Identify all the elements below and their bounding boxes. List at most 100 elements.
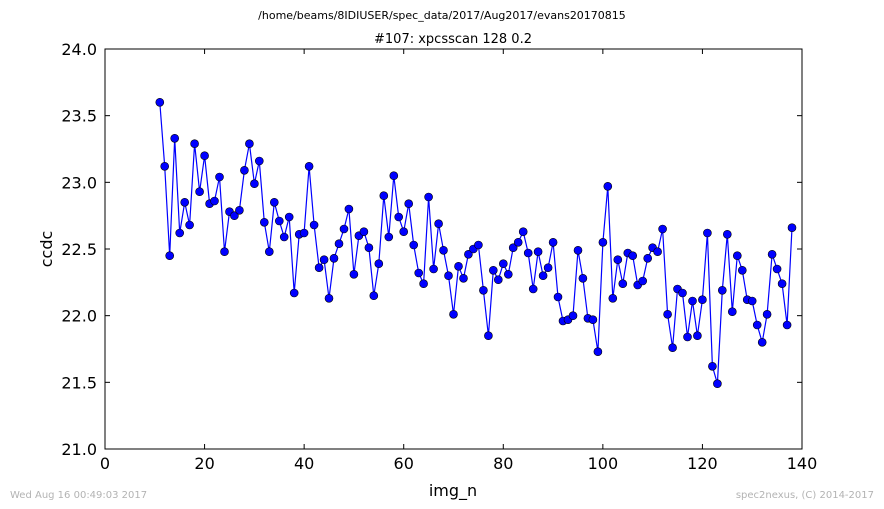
data-point [653, 247, 662, 256]
data-point [155, 98, 165, 107]
data-point [698, 295, 707, 305]
data-point [359, 227, 369, 236]
data-point [334, 239, 344, 248]
x-tick-label: 60 [394, 454, 414, 473]
data-point [757, 337, 767, 347]
data-point [339, 224, 349, 234]
data-point [369, 291, 379, 301]
data-point [722, 230, 732, 239]
file-path-title: /home/beams/8IDIUSER/spec_data/2017/Aug2… [258, 9, 626, 22]
y-axis-title: ccdc [37, 231, 56, 268]
data-point [767, 250, 777, 259]
chart-title: #107: xpcsscan 128 0.2 [374, 32, 532, 47]
data-point [493, 275, 503, 285]
data-point [538, 271, 548, 281]
data-point [717, 285, 727, 295]
timestamp-footer: Wed Aug 16 00:49:03 2017 [10, 490, 148, 501]
data-point [439, 246, 448, 255]
data-point [269, 198, 279, 207]
data-point [284, 212, 294, 222]
data-point [200, 151, 209, 160]
y-tick-label: 24.0 [61, 40, 97, 59]
data-point [782, 320, 792, 330]
data-point [374, 259, 384, 269]
data-point [379, 191, 389, 200]
data-point [588, 315, 598, 325]
data-point [324, 293, 334, 303]
y-tick-label: 23.5 [61, 107, 97, 126]
data-point [180, 198, 189, 207]
data-point [543, 263, 553, 273]
data-point [513, 238, 523, 247]
data-point [658, 224, 667, 234]
data-point [314, 263, 324, 273]
data-point [732, 251, 742, 260]
data-point [384, 232, 394, 242]
y-tick-label: 23.0 [61, 173, 97, 192]
data-point [215, 172, 224, 182]
data-point [752, 320, 762, 330]
data-point [245, 139, 254, 148]
data-point [319, 255, 329, 265]
data-point [683, 332, 692, 342]
data-point [474, 240, 483, 250]
plot-frame [104, 48, 803, 450]
x-tick-label: 20 [194, 454, 214, 473]
data-point [424, 192, 433, 202]
data-point [628, 251, 638, 260]
data-point [230, 211, 239, 220]
data-point [737, 265, 747, 275]
data-point [608, 293, 618, 303]
data-point [389, 171, 399, 180]
data-point [454, 261, 463, 271]
data-point [299, 228, 309, 238]
data-point [190, 139, 199, 148]
x-tick-label: 100 [588, 454, 619, 473]
data-point [638, 276, 648, 286]
data-point [170, 134, 179, 143]
data-point [618, 279, 628, 289]
data-point [713, 379, 722, 389]
x-tick-label: 80 [493, 454, 513, 473]
data-point [344, 204, 354, 214]
data-point [240, 166, 249, 175]
data-point [762, 309, 772, 319]
data-point [394, 212, 404, 222]
x-tick-label: 120 [687, 454, 718, 473]
data-point [693, 331, 702, 341]
data-point [254, 156, 264, 166]
data-point [279, 232, 289, 242]
y-tick-label: 22.0 [61, 307, 97, 326]
data-point [459, 273, 468, 283]
y-tick-label: 21.0 [61, 440, 97, 459]
data-point [668, 343, 677, 353]
data-point [772, 264, 782, 274]
data-point [309, 220, 319, 230]
data-point [349, 269, 359, 279]
data-point [235, 206, 244, 215]
data-point [304, 162, 314, 171]
data-point [479, 285, 488, 295]
data-point [399, 227, 409, 236]
data-point [727, 307, 737, 317]
data-point [464, 250, 473, 259]
data-point [503, 269, 513, 279]
data-point [444, 271, 453, 281]
x-axis-title: img_n [429, 481, 477, 501]
data-point [409, 240, 419, 250]
data-point [250, 179, 259, 188]
data-point [508, 243, 518, 252]
data-point [708, 361, 717, 371]
data-point [663, 309, 672, 319]
data-point [598, 238, 608, 247]
data-point [259, 218, 269, 227]
data-point [329, 253, 339, 263]
data-point [404, 199, 414, 208]
data-point [434, 219, 443, 228]
data-point [613, 255, 623, 265]
data-point [548, 238, 558, 247]
data-point [210, 196, 219, 206]
x-tick-label: 140 [787, 454, 818, 473]
data-point [364, 243, 374, 252]
